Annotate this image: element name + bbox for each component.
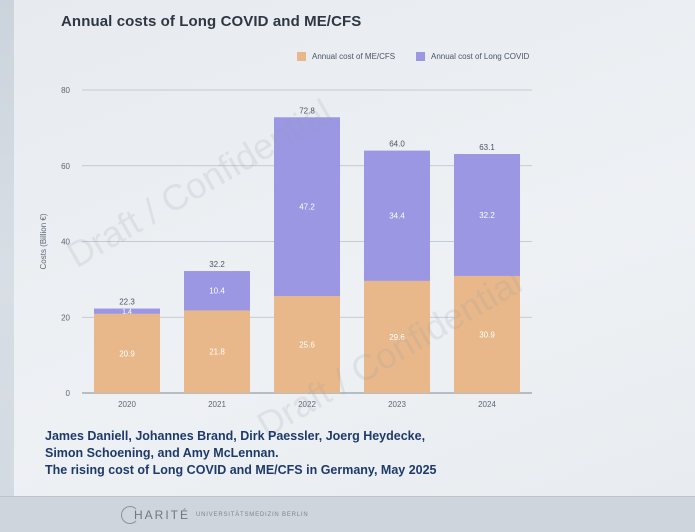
- legend-item-mecfs: Annual cost of ME/CFS: [297, 52, 395, 61]
- x-tick-label: 2020: [118, 400, 136, 409]
- bar-segment-mecfs: [364, 280, 430, 393]
- chart-title: Annual costs of Long COVID and ME/CFS: [61, 13, 362, 30]
- bar-segment-long-covid: [184, 271, 250, 311]
- y-axis-label: Costs (Billion €): [39, 213, 48, 269]
- y-tick-label: 60: [61, 162, 70, 171]
- data-label-mecfs: 30.9: [479, 330, 495, 339]
- charite-c-icon: [121, 506, 139, 524]
- legend-swatch-mecfs: [297, 52, 306, 61]
- bar-segment-mecfs: [94, 313, 160, 393]
- bar-segment-long-covid: [454, 154, 520, 276]
- data-label-long-covid: 34.4: [389, 212, 405, 221]
- bar-segment-long-covid: [364, 150, 430, 281]
- data-label-mecfs: 25.6: [299, 341, 315, 350]
- data-label-long-covid: 47.2: [299, 203, 315, 212]
- data-label-long-covid: 10.4: [209, 287, 225, 296]
- citation-authors-line1: James Daniell, Johannes Brand, Dirk Paes…: [45, 429, 426, 443]
- total-label: 22.3: [119, 298, 135, 307]
- charite-sub: UNIVERSITÄTSMEDIZIN BERLIN: [196, 512, 309, 518]
- total-label: 64.0: [389, 140, 405, 149]
- footer-bar: [0, 496, 695, 532]
- y-tick-label: 0: [66, 389, 71, 398]
- legend-label-long-covid: Annual cost of Long COVID: [431, 52, 530, 61]
- y-tick-label: 20: [61, 313, 70, 322]
- total-label: 32.2: [209, 260, 225, 269]
- charite-brand: HARITÉ: [134, 508, 191, 522]
- total-label: 72.8: [299, 106, 315, 115]
- bar-segment-mecfs: [454, 275, 520, 393]
- y-tick-label: 40: [61, 238, 70, 247]
- data-label-long-covid: 32.2: [479, 211, 495, 220]
- citation: James Daniell, Johannes Brand, Dirk Paes…: [45, 428, 605, 479]
- x-tick-label: 2024: [478, 400, 496, 409]
- data-label-mecfs: 21.8: [209, 348, 225, 357]
- legend-swatch-long-covid: [416, 52, 425, 61]
- y-tick-label: 80: [61, 86, 70, 95]
- citation-title: The rising cost of Long COVID and ME/CFS…: [45, 463, 437, 477]
- bar-segment-mecfs: [184, 310, 250, 393]
- x-tick-label: 2022: [298, 400, 316, 409]
- bar-segment-mecfs: [274, 296, 340, 393]
- slide: [14, 0, 695, 496]
- bar-segment-long-covid: [274, 117, 340, 297]
- legend-label-mecfs: Annual cost of ME/CFS: [312, 52, 396, 61]
- x-tick-label: 2023: [388, 400, 406, 409]
- data-label-mecfs: 29.6: [389, 333, 405, 342]
- bar-segment-long-covid: [94, 308, 160, 314]
- citation-authors-line2: Simon Schoening, and Amy McLennan.: [45, 446, 279, 460]
- total-label: 63.1: [479, 143, 495, 152]
- data-label-mecfs: 20.9: [119, 349, 135, 358]
- legend-item-long-covid: Annual cost of Long COVID: [416, 52, 529, 61]
- charite-logo: HARITÉ UNIVERSITÄTSMEDIZIN BERLIN: [121, 506, 309, 524]
- x-tick-label: 2021: [208, 400, 226, 409]
- data-label-long-covid: 1.4: [122, 309, 132, 316]
